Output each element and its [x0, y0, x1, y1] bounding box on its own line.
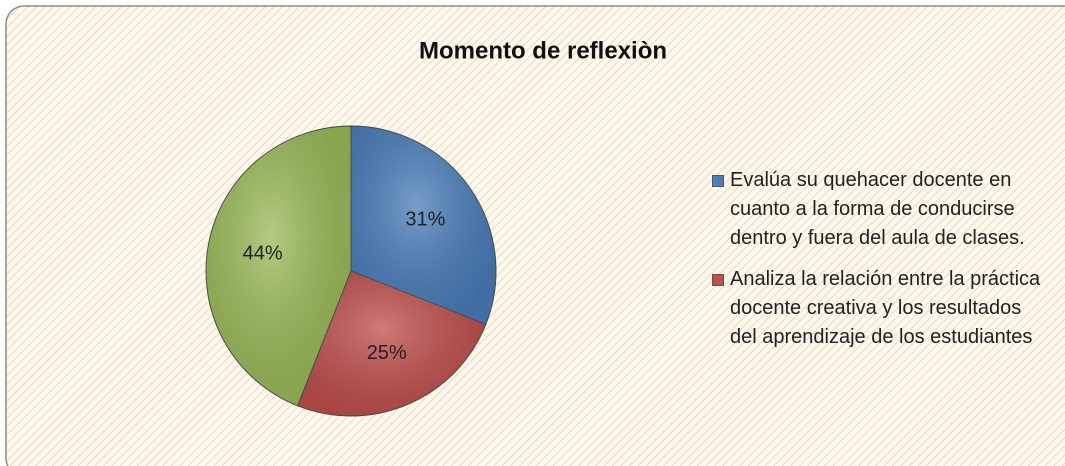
- chart-title: Momento de reflexiòn: [419, 37, 667, 64]
- data-label: 31%: [405, 209, 445, 231]
- legend-entry: Analiza la relación entre la práctica do…: [712, 265, 1052, 352]
- legend-label: Evalúa su quehacer docente en cuanto a l…: [730, 169, 1025, 249]
- data-label: 44%: [243, 242, 283, 264]
- legend-label: Analiza la relación entre la práctica do…: [730, 268, 1041, 348]
- data-label: 25%: [367, 342, 407, 364]
- legend-entry: Evalúa su quehacer docente en cuanto a l…: [712, 166, 1052, 253]
- legend-swatch: [712, 175, 724, 187]
- pie: 31% 25% 44%: [205, 125, 497, 417]
- legend-swatch: [712, 274, 724, 286]
- legend: Evalúa su quehacer docente en cuanto a l…: [712, 166, 1052, 364]
